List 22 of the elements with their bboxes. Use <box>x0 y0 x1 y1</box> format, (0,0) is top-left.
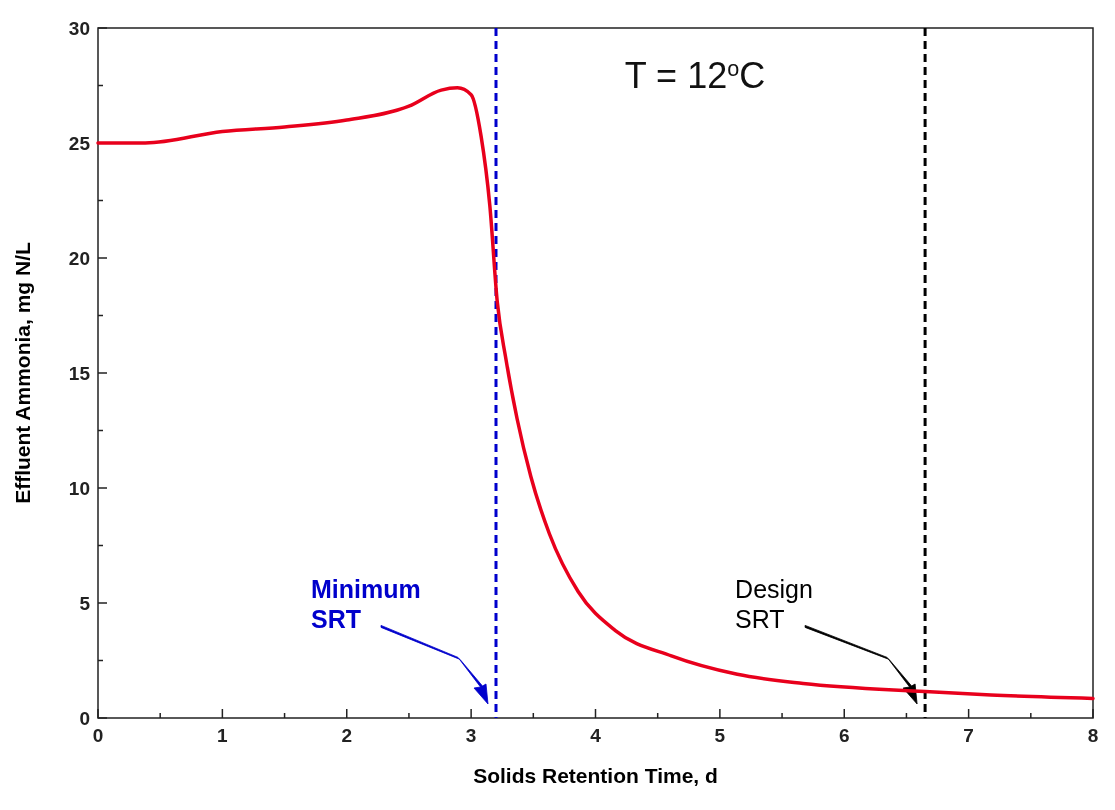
text: T = 12$^{o}$C <box>624 55 766 96</box>
x-tick-label: 5 <box>714 725 726 746</box>
x-tick-label: 7 <box>963 725 974 746</box>
y-tick-label: 5 <box>79 593 91 614</box>
y-tick-label: 10 <box>68 478 90 499</box>
y-tick-label: 30 <box>68 18 90 39</box>
ref-line-label: Design SRT <box>735 575 813 634</box>
y-axis-title: Effluent Ammonia, mg N/L <box>11 241 34 504</box>
x-tick-label: 4 <box>590 725 602 746</box>
y-tick-label: 20 <box>68 248 90 269</box>
y-tick-label: 25 <box>68 133 91 154</box>
x-tick-label: 0 <box>92 725 104 746</box>
y-tick-label: 15 <box>68 363 91 384</box>
x-tick-label: 3 <box>465 725 477 746</box>
x-tick-label: 2 <box>341 725 353 746</box>
ref-line-label: Minimum SRT <box>311 575 421 634</box>
y-tick-label: 0 <box>79 708 90 729</box>
x-tick-label: 1 <box>217 725 229 746</box>
x-tick-label: 6 <box>838 725 850 746</box>
x-axis-title: Solids Retention Time, d <box>473 764 718 787</box>
line-series <box>96 86 1095 701</box>
x-tick-label: 8 <box>1087 725 1099 746</box>
